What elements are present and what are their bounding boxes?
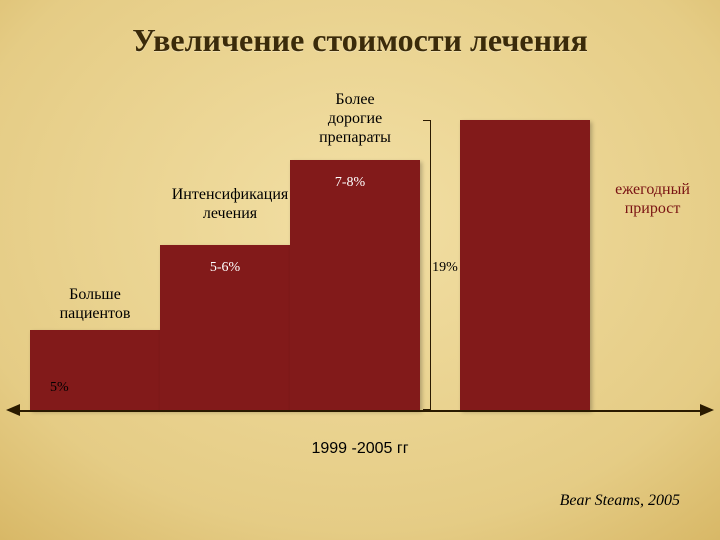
step-2-pct: 5-6% [195,260,255,276]
period-label: 1999 -2005 гг [30,440,690,458]
step-3-pct: 7-8% [320,175,380,191]
step-4 [460,120,590,410]
stair-chart: Большепациентов Интенсификациялечения 5-… [30,130,690,410]
step-3-label: Болеедорогиепрепараты [280,90,430,148]
axis-arrow-right [700,404,714,416]
x-axis [20,410,700,412]
step-4-pct: 19% [430,260,460,277]
step-1 [30,330,160,410]
page-title: Увеличение стоимости лечения [0,22,720,59]
step-1-label: Большепациентов [10,285,180,323]
source-citation: Bear Steams, 2005 [560,492,680,510]
step-3 [290,160,420,410]
step-1-pct: 5% [50,380,90,396]
growth-label: ежегодныйприрост [605,180,700,218]
axis-arrow-left [6,404,20,416]
